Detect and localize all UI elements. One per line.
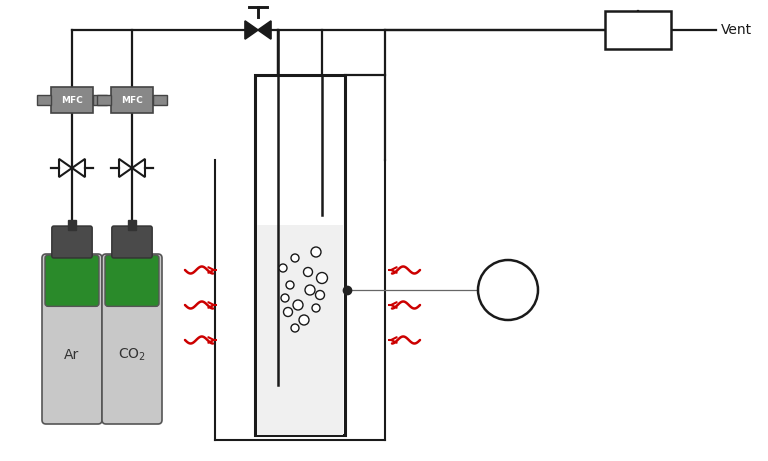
Bar: [68, 220, 76, 230]
Circle shape: [286, 281, 294, 289]
Bar: [93, 95, 107, 105]
FancyBboxPatch shape: [102, 254, 162, 424]
FancyBboxPatch shape: [111, 87, 153, 113]
Polygon shape: [59, 159, 72, 177]
Text: CO$_2$: CO$_2$: [118, 347, 146, 363]
Polygon shape: [245, 21, 258, 39]
Polygon shape: [72, 159, 85, 177]
Circle shape: [316, 272, 327, 284]
Text: Ar: Ar: [65, 348, 80, 362]
Polygon shape: [132, 159, 145, 177]
FancyBboxPatch shape: [42, 254, 102, 424]
Bar: [605, 11, 671, 49]
Bar: [97, 95, 111, 105]
Text: MFC: MFC: [61, 95, 83, 105]
Circle shape: [283, 307, 293, 317]
Circle shape: [291, 254, 299, 262]
Circle shape: [303, 267, 313, 277]
Text: Vent: Vent: [721, 23, 752, 37]
Text: TC: TC: [498, 283, 518, 297]
Text: GC: GC: [624, 20, 652, 40]
Circle shape: [291, 324, 299, 332]
Circle shape: [305, 285, 315, 295]
FancyBboxPatch shape: [112, 226, 152, 258]
Bar: [37, 95, 51, 105]
Polygon shape: [119, 159, 132, 177]
Bar: [255, 75, 345, 435]
Polygon shape: [258, 21, 271, 39]
Circle shape: [312, 304, 320, 312]
Circle shape: [299, 315, 309, 325]
Circle shape: [311, 247, 321, 257]
Circle shape: [279, 264, 287, 272]
FancyBboxPatch shape: [105, 255, 159, 307]
Bar: [257, 225, 343, 435]
Circle shape: [281, 294, 289, 302]
Circle shape: [478, 260, 538, 320]
FancyBboxPatch shape: [51, 87, 93, 113]
Circle shape: [316, 290, 325, 300]
FancyBboxPatch shape: [45, 255, 99, 307]
Bar: [153, 95, 167, 105]
FancyBboxPatch shape: [51, 226, 92, 258]
Text: MFC: MFC: [121, 95, 143, 105]
Circle shape: [293, 300, 303, 310]
Bar: [128, 220, 136, 230]
